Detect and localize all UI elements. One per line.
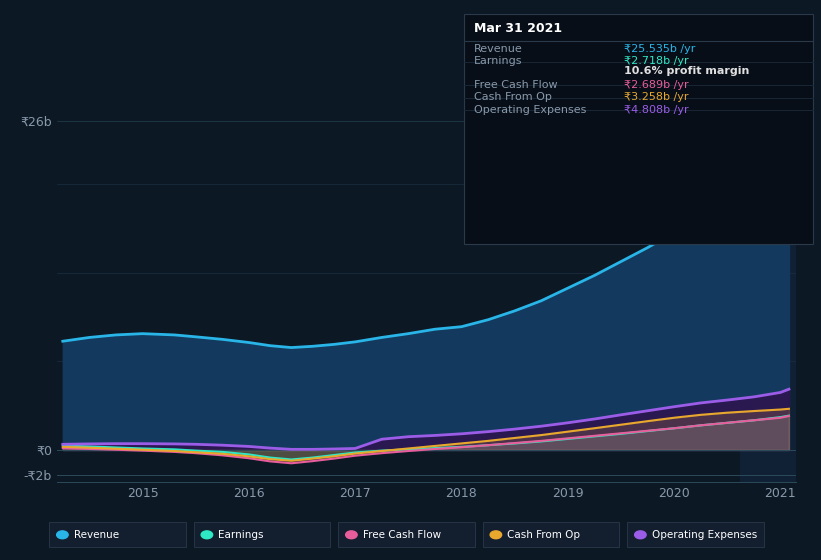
Text: 10.6% profit margin: 10.6% profit margin bbox=[624, 67, 750, 77]
Text: Cash From Op: Cash From Op bbox=[507, 530, 580, 540]
Text: Cash From Op: Cash From Op bbox=[474, 92, 552, 102]
Text: Operating Expenses: Operating Expenses bbox=[652, 530, 757, 540]
Text: Free Cash Flow: Free Cash Flow bbox=[363, 530, 441, 540]
Bar bbox=[740, 90, 796, 482]
Text: Earnings: Earnings bbox=[218, 530, 264, 540]
Text: ₹25.535b /yr: ₹25.535b /yr bbox=[624, 44, 695, 54]
Text: Earnings: Earnings bbox=[474, 57, 522, 67]
Text: Revenue: Revenue bbox=[74, 530, 119, 540]
Text: ₹2.689b /yr: ₹2.689b /yr bbox=[624, 80, 689, 90]
Text: ₹4.808b /yr: ₹4.808b /yr bbox=[624, 105, 689, 115]
Text: Revenue: Revenue bbox=[474, 44, 522, 54]
Text: ₹3.258b /yr: ₹3.258b /yr bbox=[624, 92, 689, 102]
Text: Mar 31 2021: Mar 31 2021 bbox=[474, 22, 562, 35]
Text: Free Cash Flow: Free Cash Flow bbox=[474, 80, 557, 90]
Text: ₹2.718b /yr: ₹2.718b /yr bbox=[624, 57, 689, 67]
Text: Operating Expenses: Operating Expenses bbox=[474, 105, 586, 115]
